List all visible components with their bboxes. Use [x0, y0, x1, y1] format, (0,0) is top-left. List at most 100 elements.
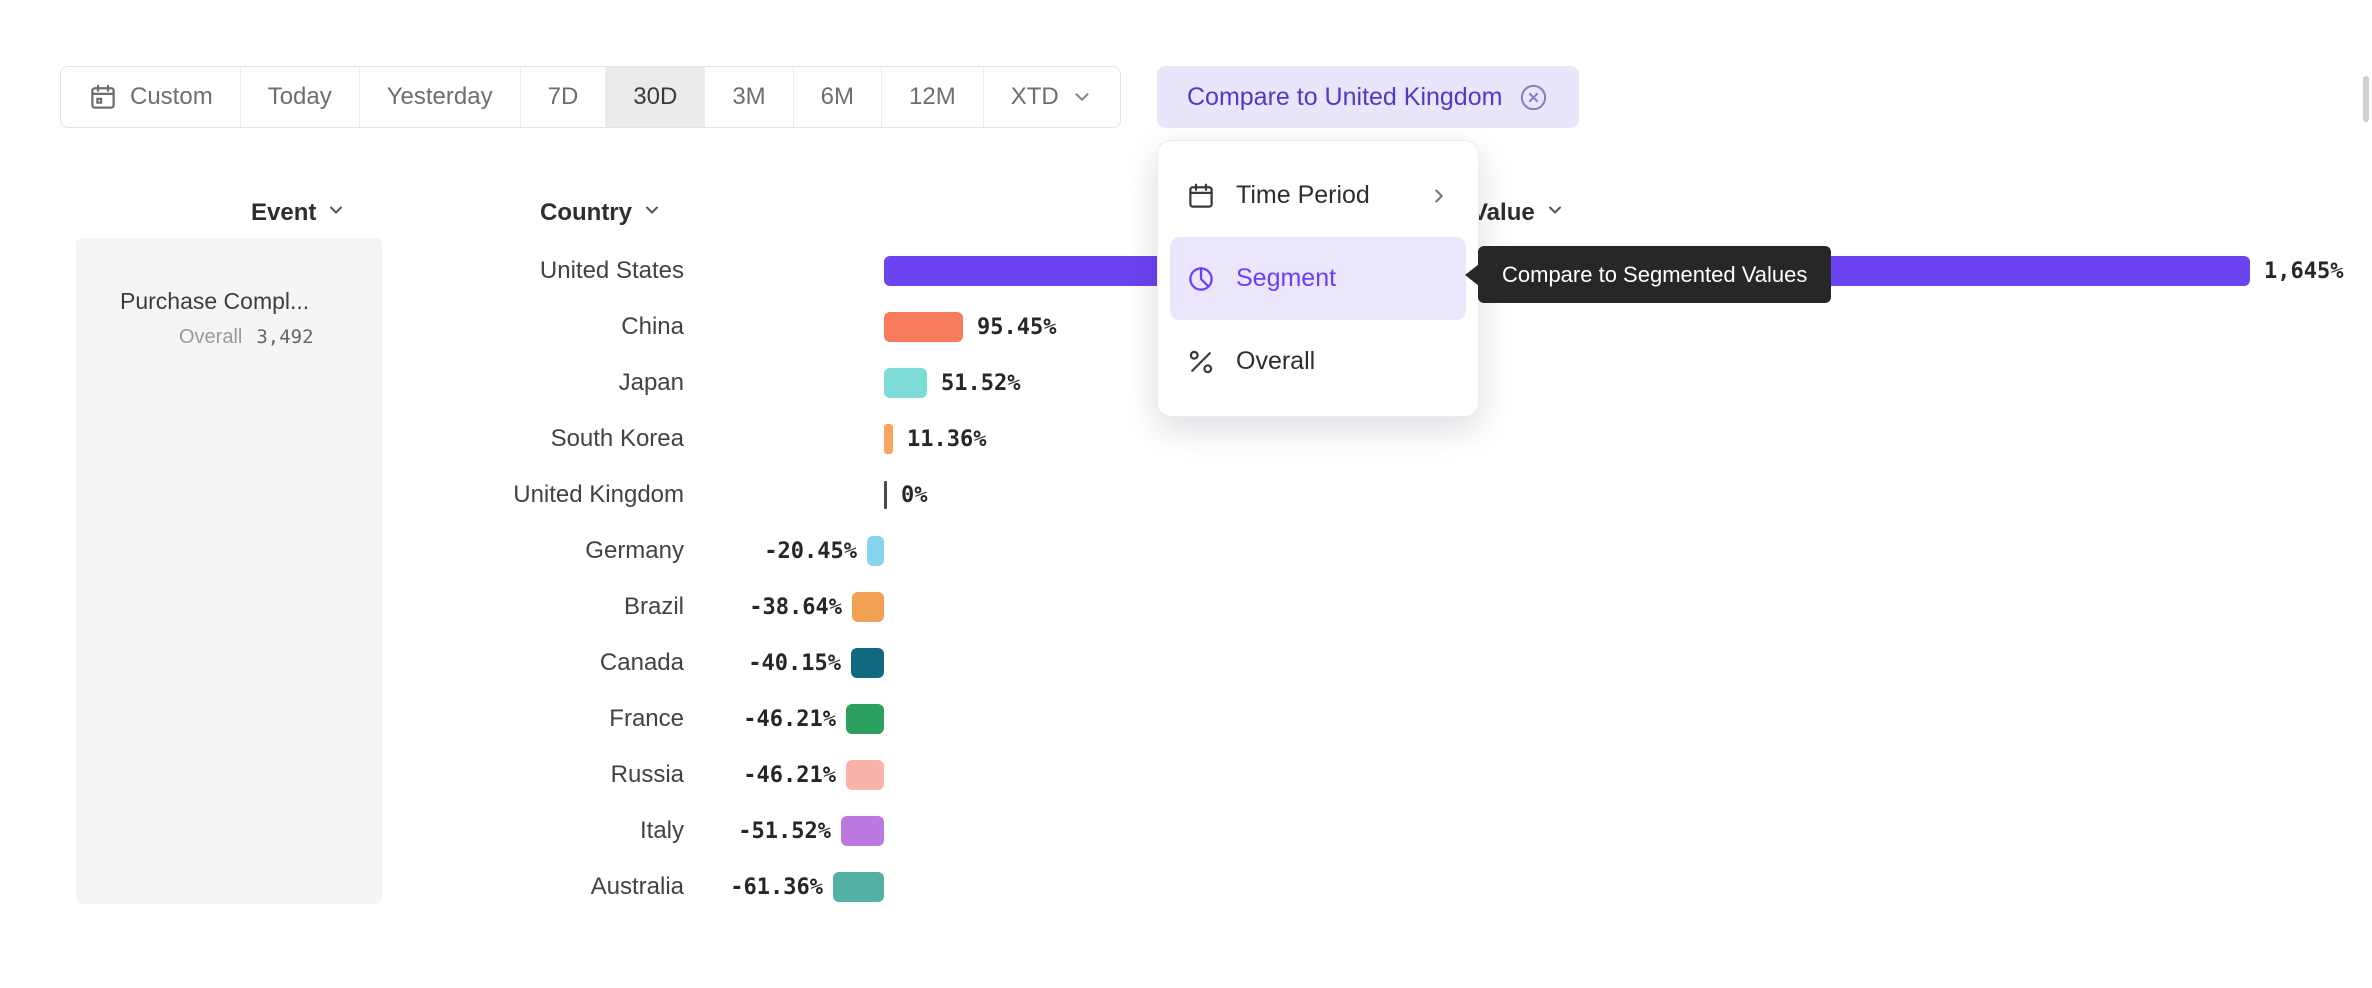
- calendar-icon: [88, 82, 118, 112]
- bar[interactable]: [846, 704, 884, 734]
- event-list-item[interactable]: Purchase Compl... Overall 3,492: [76, 268, 382, 368]
- country-label: France: [609, 705, 684, 732]
- country-header-label: Country: [540, 199, 632, 226]
- menu-item-overall[interactable]: Overall: [1170, 320, 1466, 403]
- value-label: -46.21%: [743, 762, 836, 788]
- bar[interactable]: [884, 368, 927, 398]
- country-label: Japan: [618, 369, 684, 396]
- bar[interactable]: [867, 536, 884, 566]
- value-label: -40.15%: [748, 650, 841, 676]
- range-button-label: Custom: [130, 83, 213, 110]
- menu-item-label: Overall: [1236, 347, 1316, 375]
- country-label: Italy: [639, 817, 684, 844]
- country-label: Canada: [599, 649, 684, 676]
- bar[interactable]: [884, 312, 963, 342]
- country-label: Russia: [610, 761, 684, 788]
- event-overall-row: Overall 3,492: [179, 326, 314, 349]
- country-label: United States: [539, 257, 684, 284]
- chart-row: France -46.21%: [420, 691, 2343, 747]
- chevron-down-icon: [642, 199, 662, 227]
- chart-row: United Kingdom 0%: [420, 467, 2343, 523]
- event-header-label: Event: [251, 199, 317, 226]
- range-button-label: Today: [267, 83, 332, 110]
- chevron-down-icon: [1545, 199, 1565, 227]
- scrollbar[interactable]: [2363, 76, 2369, 122]
- event-panel: Purchase Compl... Overall 3,492: [76, 238, 382, 904]
- chevron-down-icon: [1071, 86, 1093, 108]
- bar[interactable]: [841, 816, 884, 846]
- range-button-12m[interactable]: 12M: [881, 67, 983, 127]
- tooltip-text: Compare to Segmented Values: [1502, 261, 1808, 287]
- menu-item-label: Time Period: [1236, 181, 1370, 209]
- overall-label: Overall: [179, 326, 243, 348]
- chart-row: Japan 51.52%: [420, 355, 2343, 411]
- range-button-3m[interactable]: 3M: [704, 67, 793, 127]
- chart-row: South Korea 11.36%: [420, 411, 2343, 467]
- segment-icon: [1186, 264, 1216, 294]
- column-header-event[interactable]: Event: [251, 199, 346, 227]
- chart-row: China 95.45%: [420, 299, 2343, 355]
- value-label: -51.52%: [738, 818, 831, 844]
- range-button-label: Yesterday: [386, 83, 493, 110]
- range-button-yesterday[interactable]: Yesterday: [358, 67, 520, 127]
- date-range-toolbar: Custom Today Yesterday 7D 30D 3M 6M 12M XTD: [60, 66, 1121, 128]
- country-label: China: [621, 313, 684, 340]
- column-header-country[interactable]: Country: [540, 199, 662, 227]
- tooltip: Compare to Segmented Values: [1465, 246, 1832, 303]
- country-label: South Korea: [550, 425, 684, 452]
- country-label: United Kingdom: [513, 481, 684, 508]
- value-label: 11.36%: [907, 426, 987, 452]
- range-button-label: 12M: [909, 83, 956, 110]
- range-button-7d[interactable]: 7D: [519, 67, 606, 127]
- overall-value: 3,492: [256, 326, 314, 348]
- country-label: Australia: [590, 873, 684, 900]
- compare-button-label: Compare to United Kingdom: [1187, 82, 1503, 111]
- range-button-label: XTD: [1010, 83, 1059, 110]
- value-label: -20.45%: [764, 538, 857, 564]
- value-label: 0%: [901, 482, 928, 508]
- range-button-today[interactable]: Today: [239, 67, 359, 127]
- event-name: Purchase Compl...: [120, 288, 310, 314]
- compare-button[interactable]: Compare to United Kingdom: [1157, 66, 1580, 128]
- calendar-icon: [1186, 181, 1216, 211]
- chart-row: Brazil -38.64%: [420, 579, 2343, 635]
- menu-item-time-period[interactable]: Time Period: [1170, 154, 1466, 237]
- country-label: Brazil: [623, 593, 684, 620]
- bar[interactable]: [884, 481, 887, 509]
- menu-item-label: Segment: [1236, 264, 1337, 292]
- range-button-label: 30D: [633, 83, 678, 110]
- value-label: -46.21%: [743, 706, 836, 732]
- percent-icon: [1186, 347, 1216, 377]
- value-label: -38.64%: [749, 594, 842, 620]
- chevron-down-icon: [326, 199, 346, 227]
- compare-dropdown-menu: Time Period Segment Overall: [1157, 140, 1479, 417]
- value-label: 95.45%: [977, 314, 1057, 340]
- chevron-right-icon: [1428, 185, 1450, 207]
- chart-row: Australia -61.36%: [420, 859, 2343, 915]
- chart-row: Russia -46.21%: [420, 747, 2343, 803]
- range-button-custom[interactable]: Custom: [61, 67, 240, 127]
- bar[interactable]: [846, 760, 884, 790]
- menu-item-segment[interactable]: Segment: [1170, 237, 1466, 320]
- value-header-label: Value: [1472, 199, 1535, 226]
- value-label: -61.36%: [730, 874, 823, 900]
- range-button-label: 7D: [547, 83, 579, 110]
- range-button-label: 6M: [820, 83, 854, 110]
- bar[interactable]: [884, 424, 893, 454]
- value-label: 1,645%: [2264, 258, 2344, 284]
- column-header-value[interactable]: Value: [1472, 199, 1565, 227]
- range-button-6m[interactable]: 6M: [792, 67, 881, 127]
- bar[interactable]: [833, 872, 884, 902]
- range-button-30d[interactable]: 30D: [605, 67, 705, 127]
- bar[interactable]: [852, 592, 884, 622]
- range-button-xtd[interactable]: XTD: [982, 67, 1120, 127]
- remove-circle-icon[interactable]: [1518, 82, 1549, 113]
- bar[interactable]: [851, 648, 884, 678]
- chart-row: Italy -51.52%: [420, 803, 2343, 859]
- tooltip-arrow: [1465, 263, 1479, 286]
- country-label: Germany: [585, 537, 684, 564]
- range-button-label: 3M: [732, 83, 766, 110]
- chart-row: Germany -20.45%: [420, 523, 2343, 579]
- chart-row: Canada -40.15%: [420, 635, 2343, 691]
- value-label: 51.52%: [941, 370, 1021, 396]
